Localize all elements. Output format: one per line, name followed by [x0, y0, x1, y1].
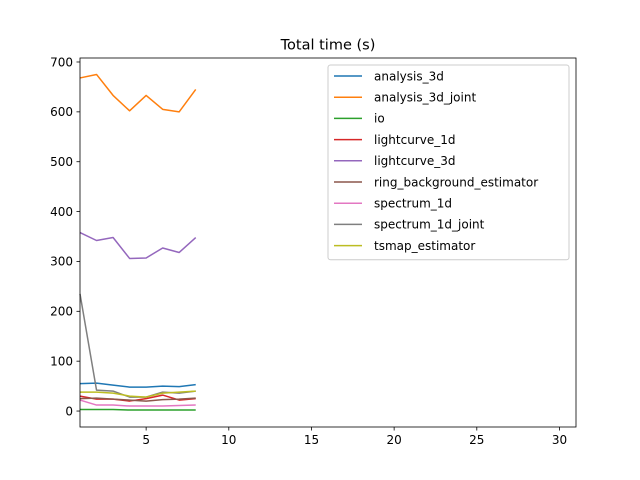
- legend-label: lightcurve_1d: [374, 133, 455, 147]
- series-line-spectrum_1d: [79, 399, 196, 407]
- series-line-spectrum_1d_joint: [79, 293, 196, 398]
- legend-label: analysis_3d: [374, 69, 444, 83]
- y-tick-label: 400: [50, 205, 73, 219]
- x-tick-label: 25: [469, 433, 484, 447]
- x-tick-label: 10: [221, 433, 236, 447]
- y-tick-label: 600: [50, 105, 73, 119]
- series-line-io: [80, 408, 196, 411]
- y-axis: 0 100 200 300 400 500 600 700: [50, 55, 80, 418]
- legend-label: spectrum_1d: [374, 197, 452, 211]
- legend-label: analysis_3d_joint: [374, 91, 476, 105]
- series-line-analysis_3d: [79, 382, 196, 388]
- y-tick-label: 0: [65, 404, 73, 418]
- x-tick-label: 30: [552, 433, 567, 447]
- series-line-lightcurve_3d: [79, 231, 197, 260]
- legend-label: tsmap_estimator: [374, 239, 475, 253]
- y-tick-label: 700: [50, 55, 73, 69]
- legend-label: lightcurve_3d: [374, 154, 455, 168]
- legend-label: spectrum_1d_joint: [374, 218, 485, 232]
- legend-label: io: [374, 112, 385, 126]
- y-tick-label: 200: [50, 305, 73, 319]
- series-line-tsmap_estimator: [80, 390, 196, 398]
- series-line-analysis_3d_joint: [79, 73, 197, 113]
- series-line-ring_background_estimator: [79, 397, 196, 402]
- axes-frame: [79, 57, 577, 428]
- x-axis: 5 10 15 20 25 30: [142, 427, 567, 447]
- legend-box: [327, 64, 570, 261]
- x-tick-label: 15: [304, 433, 319, 447]
- y-tick-label: 100: [50, 354, 73, 368]
- chart-title: Total time (s): [280, 38, 376, 54]
- series-layer: [79, 73, 197, 411]
- y-tick-label: 300: [50, 255, 73, 269]
- x-tick-label: 20: [386, 433, 401, 447]
- y-tick-label: 500: [50, 155, 73, 169]
- x-tick-label: 5: [142, 433, 150, 447]
- legend-label: ring_background_estimator: [374, 175, 538, 189]
